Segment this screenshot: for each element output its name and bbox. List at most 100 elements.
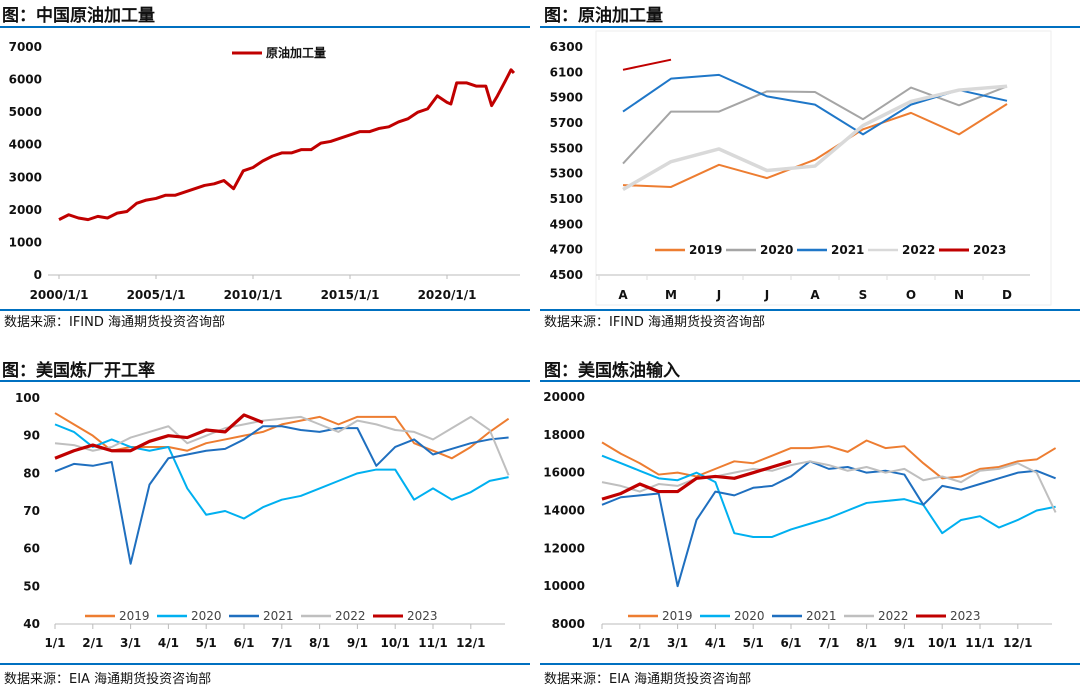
legend-label: 2022 [335,609,366,623]
legend-label: 2019 [662,609,693,623]
x-tick-label: 4/1 [158,636,179,650]
chart-1: 4500 4700 4900 5100 5300 5500 5700 5900 6100 6300… [550,40,1030,302]
series-line-2022 [622,84,1008,192]
legend-label: 2021 [831,243,864,257]
x-tick-label: 2005/1/1 [127,288,186,302]
panel-title: 图：中国原油加工量 [2,5,155,26]
x-tick-label: 7/1 [271,636,292,650]
y-tick-label: 8000 [552,617,585,631]
x-tick-label: 9/1 [347,636,368,650]
series-line-2020 [54,423,509,520]
legend-label: 2023 [407,609,438,623]
y-tick-label: 100 [15,391,40,405]
x-tick-label: 11/1 [965,636,994,650]
x-tick-label: 6/1 [780,636,801,650]
panel-title: 图：美国炼油输入 [544,360,680,381]
y-tick-label: 5100 [550,192,583,206]
series-line-2023 [622,58,672,71]
x-tick-label: 3/1 [667,636,688,650]
source-note: 数据来源：EIA 海通期货投资咨询部 [544,671,751,687]
legend-label: 原油加工量 [266,45,326,60]
legend-label: 2022 [902,243,935,257]
x-tick-label: 10/1 [927,636,956,650]
series-line-2021 [622,73,1008,136]
y-tick-label: 0 [34,268,42,282]
y-tick-label: 90 [23,429,40,443]
legend-label: 2020 [191,609,222,623]
source-note: 数据来源：IFIND 海通期货投资咨询部 [544,314,765,330]
y-tick-label: 14000 [543,504,585,518]
x-tick-label: D [1002,288,1012,302]
x-tick-label: N [954,288,964,302]
y-tick-label: 3000 [9,170,42,184]
x-tick-label: A [810,288,820,302]
x-tick-label: 12/1 [1003,636,1032,650]
y-tick-label: 7000 [9,40,42,54]
series-line-2021 [54,425,509,565]
y-tick-label: 5700 [550,116,583,130]
x-tick-label: 12/1 [456,636,485,650]
x-tick-label: 2010/1/1 [224,288,283,302]
chart-2: 40 50 60 70 80 90 100 1/1 2/1 3/1 4/1 5/1 6/1 7/1 8/1 9… [15,391,510,650]
y-tick-label: 12000 [543,541,585,555]
legend-label: 2023 [973,243,1006,257]
x-tick-label: 1/1 [591,636,612,650]
legend-label: 2022 [878,609,909,623]
chart-0: 0 1000 2000 3000 4000 5000 6000 7000 2000/1/1 200… [9,40,520,302]
x-tick-label: 6/1 [233,636,254,650]
y-tick-label: 2000 [9,203,42,217]
series-line-原油加工量 [58,68,516,222]
x-tick-label: 8/1 [309,636,330,650]
x-tick-label: 3/1 [120,636,141,650]
y-tick-label: 4500 [550,268,583,282]
x-tick-label: J [764,288,769,302]
y-tick-label: 5900 [550,91,583,105]
y-tick-label: 50 [23,579,40,593]
panel-title: 图：美国炼厂开工率 [2,360,155,381]
y-tick-label: 6100 [550,65,583,79]
x-tick-label: 8/1 [856,636,877,650]
y-tick-label: 10000 [543,579,585,593]
series-line-2023 [601,459,792,501]
x-tick-label: 2020/1/1 [418,288,477,302]
x-tick-label: 2/1 [629,636,650,650]
y-tick-label: 5000 [9,105,42,119]
x-tick-label: J [716,288,721,302]
series-line-2023 [54,413,264,460]
panel-title: 图：原油加工量 [544,5,663,26]
legend-label: 2021 [806,609,837,623]
y-tick-label: 5300 [550,167,583,181]
x-tick-label: S [859,288,868,302]
y-tick-label: 4000 [9,138,42,152]
x-tick-label: 2015/1/1 [321,288,380,302]
y-tick-label: 18000 [543,428,585,442]
x-tick-label: 11/1 [418,636,447,650]
y-tick-label: 6000 [9,73,42,87]
legend-label: 2020 [734,609,765,623]
x-tick-label: 10/1 [380,636,409,650]
x-tick-label: 2/1 [82,636,103,650]
chart-3: 8000 10000 12000 14000 16000 18000 20000 1/1 2/1… [543,390,1057,650]
x-tick-label: A [618,288,628,302]
series-line-2020 [622,85,1008,165]
x-tick-label: O [906,288,916,302]
legend-label: 2023 [950,609,981,623]
x-tick-label: 2000/1/1 [30,288,89,302]
y-tick-label: 5500 [550,141,583,155]
y-tick-label: 4700 [550,243,583,257]
y-tick-label: 4900 [550,217,583,231]
y-tick-label: 70 [23,504,40,518]
y-tick-label: 16000 [543,466,585,480]
series-line-2022 [54,415,510,476]
y-tick-label: 20000 [543,390,585,404]
source-note: 数据来源：IFIND 海通期货投资咨询部 [4,314,225,330]
series-line-2021 [601,460,1056,588]
y-tick-label: 40 [23,617,40,631]
legend-label: 2020 [760,243,793,257]
legend-label: 2019 [119,609,150,623]
series-line-2019 [601,439,1057,480]
x-tick-label: 7/1 [818,636,839,650]
legend-label: 2021 [263,609,294,623]
series-line-2019 [622,103,1008,188]
